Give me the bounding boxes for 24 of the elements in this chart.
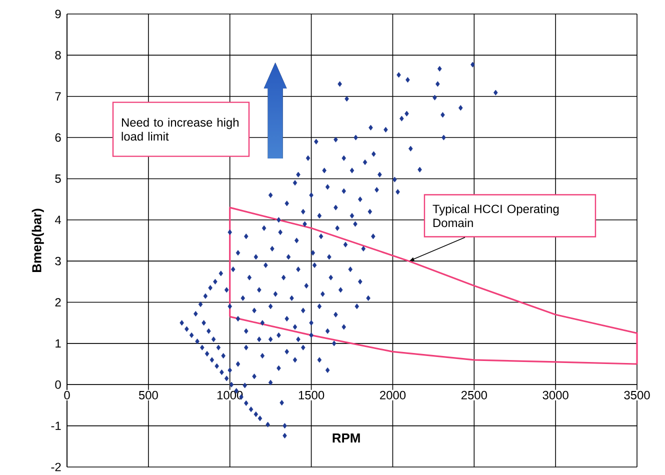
y-tick-label: 1: [56, 339, 61, 348]
y-tick-label: 8: [55, 50, 61, 60]
y-tick-label: 6: [55, 133, 61, 142]
x-tick-label: 2500: [461, 390, 487, 400]
x-tick-label: 0: [64, 390, 70, 400]
y-tick-label: 9: [55, 10, 61, 18]
x-tick-label: 1500: [298, 390, 324, 400]
y-tick-label: -2: [51, 462, 61, 472]
x-tick-label: 500: [138, 390, 158, 400]
x-tick-label: 3500: [624, 390, 650, 400]
x-tick-label: 3000: [542, 390, 568, 400]
x-tick-label: 2000: [380, 390, 406, 400]
annotation: Typical HCCI Operating Domain: [432, 204, 559, 228]
y-tick-label: 3: [55, 256, 61, 266]
x-tick-label: 1000: [217, 390, 243, 400]
y-tick-label: 0: [55, 380, 61, 389]
y-tick-label: -1: [51, 422, 61, 430]
annotation: Need to increase high load limit: [122, 118, 238, 141]
y-tick-label: 7: [55, 92, 61, 100]
x-axis-title: RPM: [332, 434, 360, 442]
y-tick-label: 5: [55, 174, 61, 183]
y-axis-title: Bmep(bar): [32, 208, 44, 272]
y-tick-label: 2: [55, 298, 61, 306]
y-tick-label: 4: [54, 216, 62, 224]
